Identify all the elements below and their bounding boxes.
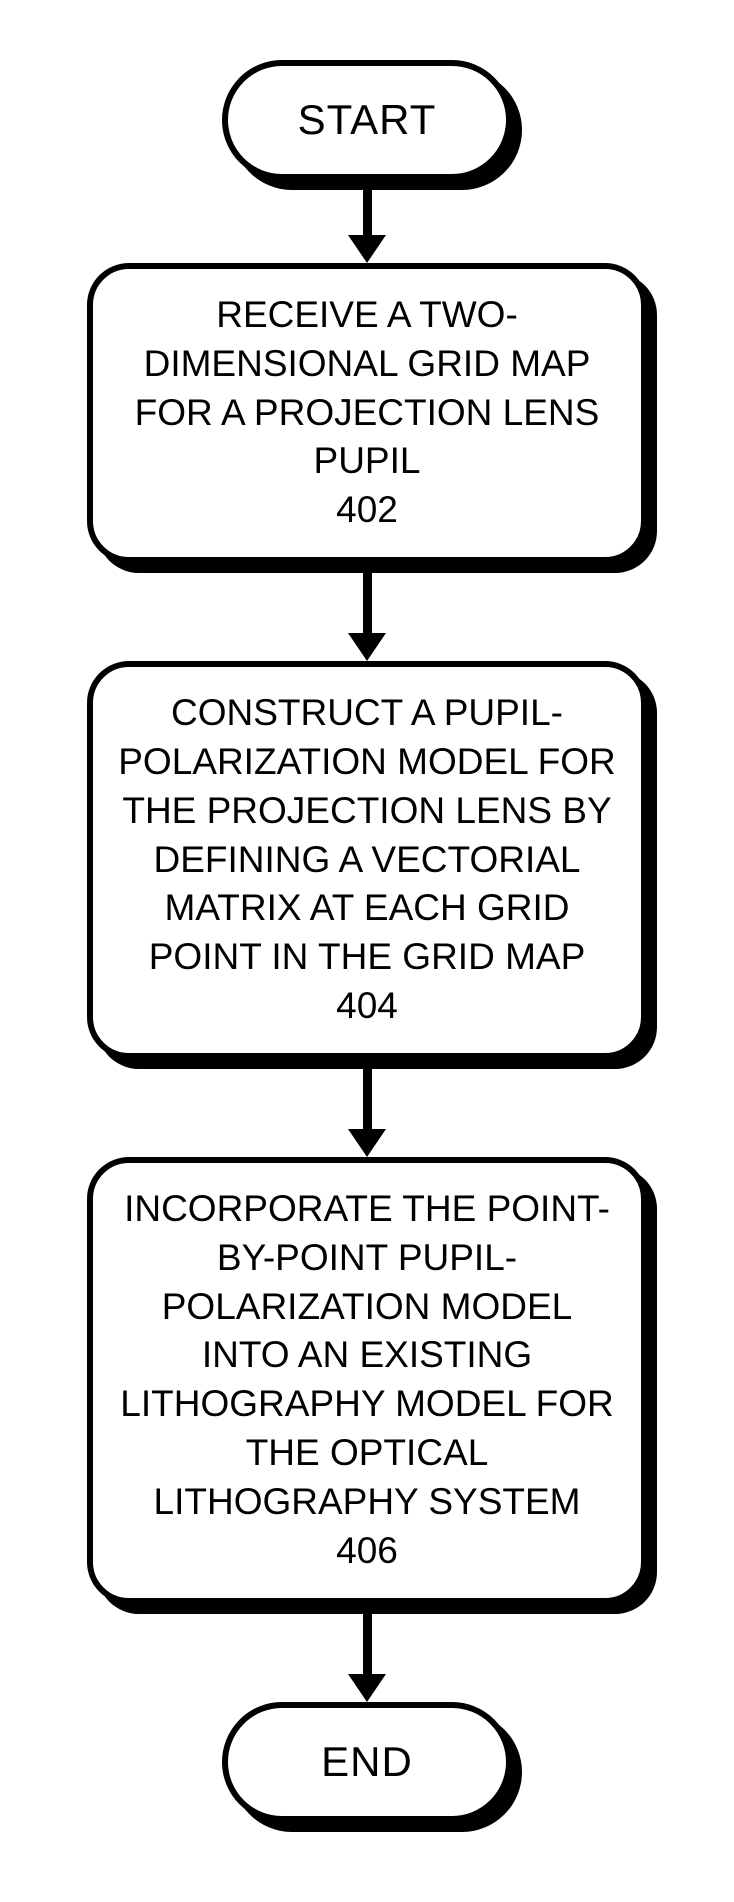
step2-ref: 404 bbox=[336, 985, 398, 1026]
end-shape: END bbox=[222, 1702, 512, 1822]
arrow-head-icon bbox=[348, 235, 386, 263]
arrow-start-step1 bbox=[348, 180, 386, 263]
step3-shape: INCORPORATE THE POINT-BY-POINT PUPIL-POL… bbox=[87, 1157, 647, 1604]
process-step3: INCORPORATE THE POINT-BY-POINT PUPIL-POL… bbox=[87, 1157, 647, 1604]
step2-shape: CONSTRUCT A PUPIL-POLARIZATION MODEL FOR… bbox=[87, 661, 647, 1059]
arrow-step3-end bbox=[348, 1604, 386, 1702]
step3-ref: 406 bbox=[336, 1530, 398, 1571]
arrow-line bbox=[363, 1059, 372, 1129]
arrow-line bbox=[363, 1604, 372, 1674]
start-terminator: START bbox=[222, 60, 512, 180]
start-label: START bbox=[298, 96, 437, 144]
arrow-head-icon bbox=[348, 1674, 386, 1702]
step1-shape: RECEIVE A TWO-DIMENSIONAL GRID MAP FOR A… bbox=[87, 263, 647, 563]
arrow-head-icon bbox=[348, 633, 386, 661]
arrow-step2-step3 bbox=[348, 1059, 386, 1157]
arrow-head-icon bbox=[348, 1129, 386, 1157]
end-terminator: END bbox=[222, 1702, 512, 1822]
process-step2: CONSTRUCT A PUPIL-POLARIZATION MODEL FOR… bbox=[87, 661, 647, 1059]
flowchart-container: START RECEIVE A TWO-DIMENSIONAL GRID MAP… bbox=[0, 0, 734, 1902]
step1-ref: 402 bbox=[336, 489, 398, 530]
step1-text: RECEIVE A TWO-DIMENSIONAL GRID MAP FOR A… bbox=[135, 294, 600, 481]
arrow-step1-step2 bbox=[348, 563, 386, 661]
end-label: END bbox=[321, 1738, 413, 1786]
start-shape: START bbox=[222, 60, 512, 180]
step2-text: CONSTRUCT A PUPIL-POLARIZATION MODEL FOR… bbox=[118, 692, 616, 977]
step3-text: INCORPORATE THE POINT-BY-POINT PUPIL-POL… bbox=[120, 1188, 613, 1522]
process-step1: RECEIVE A TWO-DIMENSIONAL GRID MAP FOR A… bbox=[87, 263, 647, 563]
arrow-line bbox=[363, 563, 372, 633]
